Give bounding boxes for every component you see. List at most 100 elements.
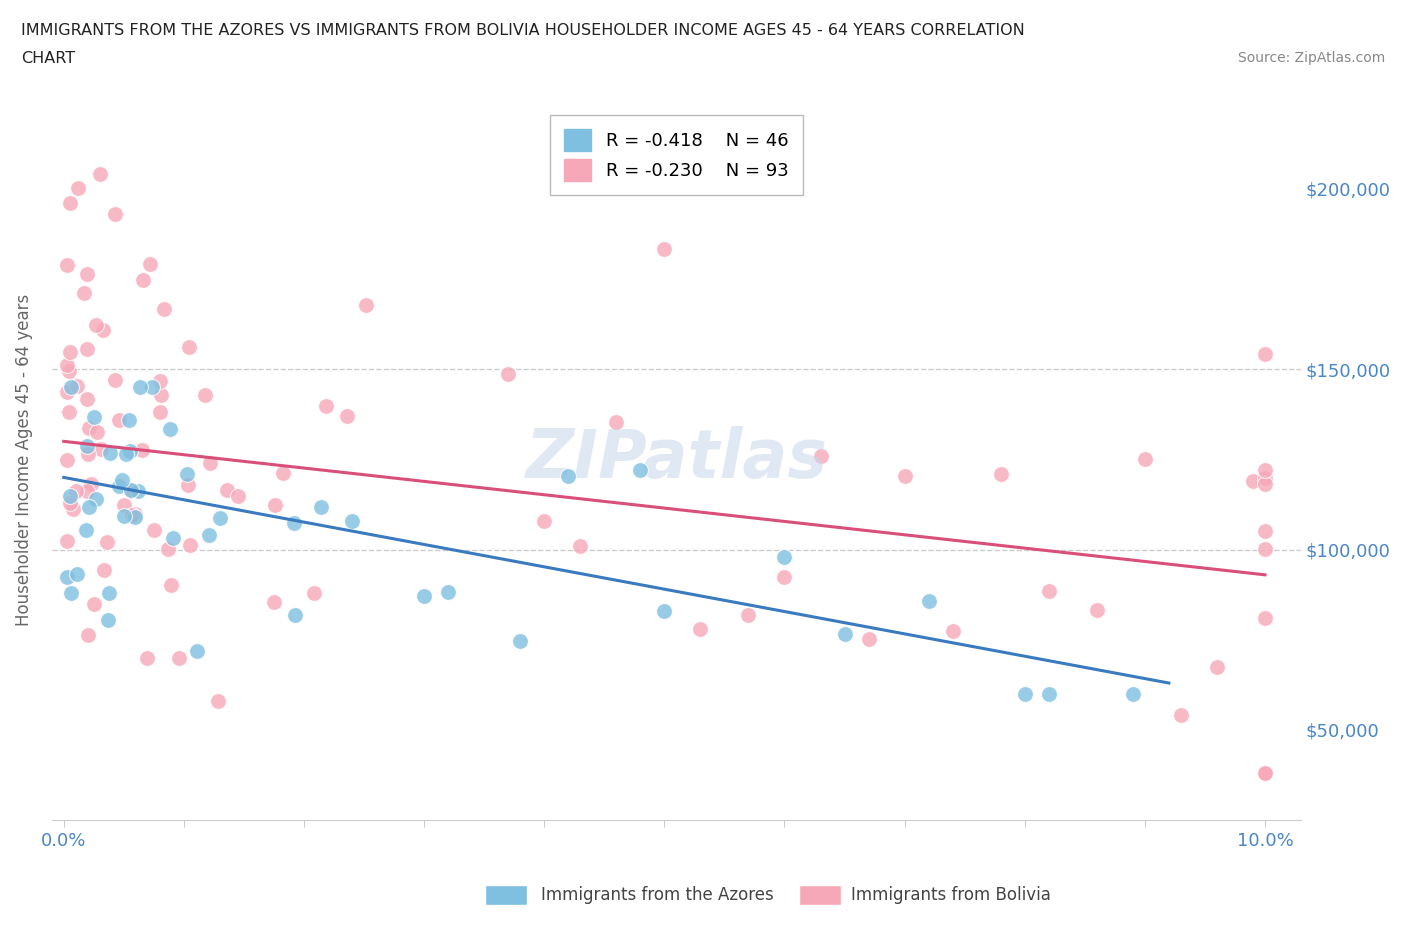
Point	[59, 345, 82, 360]
Point	[124, 510, 146, 525]
Point	[1254, 471, 1277, 485]
Point	[509, 633, 531, 648]
Point	[107, 413, 129, 428]
Point	[1133, 451, 1156, 466]
Point	[129, 379, 152, 394]
Point	[893, 469, 915, 484]
Point	[132, 272, 155, 287]
Text: CHART: CHART	[21, 51, 75, 66]
Point	[773, 550, 796, 565]
Point	[858, 631, 880, 646]
Point	[76, 266, 98, 281]
Text: Immigrants from the Azores: Immigrants from the Azores	[541, 885, 775, 904]
Point	[284, 607, 307, 622]
Point	[96, 535, 118, 550]
Point	[76, 484, 98, 498]
Point	[142, 523, 165, 538]
Point	[110, 472, 132, 487]
Point	[1254, 765, 1277, 780]
Point	[1254, 610, 1277, 625]
Point	[58, 364, 80, 379]
Point	[162, 531, 184, 546]
Point	[150, 388, 173, 403]
Point	[354, 298, 377, 312]
Y-axis label: Householder Income Ages 45 - 64 years: Householder Income Ages 45 - 64 years	[15, 293, 32, 626]
Text: ZIPatlas: ZIPatlas	[526, 426, 827, 492]
Point	[1254, 541, 1277, 556]
Point	[83, 409, 105, 424]
Point	[1085, 603, 1108, 618]
Point	[104, 206, 127, 221]
Point	[59, 195, 82, 210]
Point	[56, 258, 79, 272]
Point	[115, 446, 138, 461]
Point	[86, 492, 108, 507]
Point	[108, 478, 131, 493]
Point	[83, 596, 105, 611]
Point	[198, 456, 221, 471]
Point	[1254, 476, 1277, 491]
Point	[990, 467, 1012, 482]
Point	[141, 379, 163, 394]
Point	[1206, 659, 1229, 674]
Point	[167, 651, 190, 666]
Point	[139, 257, 162, 272]
Point	[557, 469, 579, 484]
Point	[59, 585, 82, 600]
Point	[117, 412, 139, 427]
Legend: R = -0.418    N = 46, R = -0.230    N = 93: R = -0.418 N = 46, R = -0.230 N = 93	[550, 115, 803, 195]
Point	[413, 589, 436, 604]
Point	[263, 594, 285, 609]
Text: IMMIGRANTS FROM THE AZORES VS IMMIGRANTS FROM BOLIVIA HOUSEHOLDER INCOME AGES 45: IMMIGRANTS FROM THE AZORES VS IMMIGRANTS…	[21, 23, 1025, 38]
Point	[66, 181, 89, 196]
Point	[186, 644, 208, 658]
Point	[496, 366, 519, 381]
Point	[86, 425, 108, 440]
Point	[437, 584, 460, 599]
Point	[58, 405, 80, 419]
Point	[96, 612, 118, 627]
Point	[77, 499, 100, 514]
Point	[73, 286, 96, 300]
Point	[76, 392, 98, 406]
Point	[124, 507, 146, 522]
Point	[98, 445, 121, 460]
Point	[157, 542, 180, 557]
Text: Source: ZipAtlas.com: Source: ZipAtlas.com	[1237, 51, 1385, 65]
Point	[271, 466, 294, 481]
Point	[1254, 347, 1277, 362]
Point	[90, 442, 112, 457]
Point	[773, 569, 796, 584]
Point	[315, 398, 337, 413]
Point	[59, 496, 82, 511]
Text: Immigrants from Bolivia: Immigrants from Bolivia	[851, 885, 1050, 904]
Point	[834, 627, 856, 642]
Point	[77, 447, 100, 462]
Point	[120, 483, 142, 498]
Point	[1038, 686, 1060, 701]
Point	[179, 339, 201, 354]
Point	[62, 502, 84, 517]
Point	[605, 415, 627, 430]
Point	[76, 438, 98, 453]
Point	[75, 523, 97, 538]
Point	[1170, 708, 1192, 723]
Point	[340, 513, 363, 528]
Point	[112, 498, 135, 512]
Point	[56, 570, 79, 585]
Point	[917, 594, 939, 609]
Point	[152, 301, 174, 316]
Point	[120, 484, 142, 498]
Point	[121, 508, 143, 523]
Point	[1254, 462, 1277, 477]
Point	[1038, 583, 1060, 598]
Point	[226, 488, 249, 503]
Point	[1122, 686, 1144, 701]
Point	[177, 477, 200, 492]
Point	[1241, 474, 1264, 489]
Point	[160, 578, 183, 592]
Point	[56, 358, 79, 373]
Point	[1254, 524, 1277, 538]
Point	[283, 516, 305, 531]
Point	[127, 484, 149, 498]
